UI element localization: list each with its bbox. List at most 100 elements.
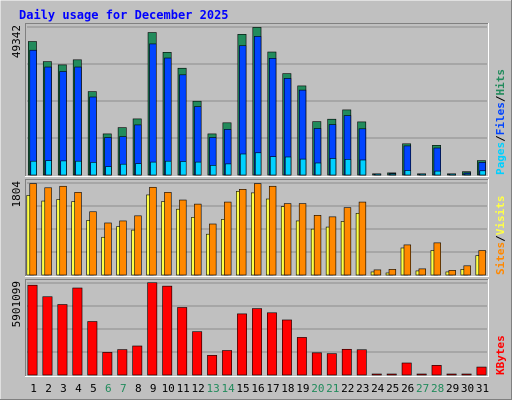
- bar-files-day-3: Files 3: [59, 71, 67, 176]
- day-label-8: 8: [135, 382, 142, 395]
- bar-pages-day-1: Pages 1: [30, 160, 37, 176]
- bar-sites-day-22: Sites 22: [343, 207, 352, 276]
- bar-pages-day-10: Pages 10: [165, 160, 172, 176]
- bar-files-day-9: Files 9: [149, 43, 157, 176]
- bar-sites-day-13: Sites 13: [209, 223, 217, 276]
- day-label-22: 22: [341, 382, 354, 395]
- bar-pages-day-13: Pages 13: [210, 165, 217, 176]
- bar-sites-day-10: Sites 10: [164, 192, 172, 276]
- x-axis-day-labels: 1 2 3 4 5 6 7 8 9 10 11 12 13 14 15 16 17 18 19 20 21 22 23 24 2…: [30, 382, 489, 395]
- bar-sites-day-2: Sites 2: [44, 187, 52, 276]
- bar-pages-day-23: Pages 23: [359, 159, 367, 176]
- bar-sites-day-26: Sites 26: [403, 244, 412, 276]
- bar-kbytes-day-8: KBytes 8: [132, 345, 143, 376]
- bar-files-day-10: Files 10: [164, 57, 172, 176]
- bar-sites-day-19: Sites 19: [298, 203, 307, 276]
- bar-kbytes-day-24: KBytes 24: [371, 373, 382, 376]
- bar-sites-day-31: Sites 31: [478, 250, 486, 276]
- day-label-9: 9: [150, 382, 157, 395]
- legend-files: Files: [494, 102, 507, 135]
- day-label-12: 12: [191, 382, 204, 395]
- legend-visits: Visits: [494, 196, 507, 236]
- bar-sites-day-18: Sites 18: [283, 203, 292, 276]
- bar-pages-day-27: Pages 27: [419, 173, 426, 176]
- bar-sites-day-16: Sites 16: [254, 183, 262, 276]
- bar-kbytes-day-9: KBytes 9: [147, 282, 158, 376]
- day-label-17: 17: [266, 382, 279, 395]
- day-label-6: 6: [105, 382, 112, 395]
- y-max-label-hits-files-pages: 49342: [10, 25, 23, 58]
- day-label-5: 5: [90, 382, 97, 395]
- legend-separator: /: [494, 235, 507, 242]
- day-label-26: 26: [401, 382, 414, 395]
- bar-kbytes-day-29: KBytes 29: [446, 373, 457, 376]
- day-label-24: 24: [371, 382, 385, 395]
- day-label-14: 14: [221, 382, 235, 395]
- bar-pages-day-20: Pages 20: [314, 162, 322, 176]
- day-label-23: 23: [356, 382, 369, 395]
- bar-pages-day-14: Pages 14: [225, 163, 232, 176]
- legend-separator: /: [494, 135, 507, 142]
- bar-sites-day-23: Sites 23: [358, 201, 367, 276]
- bar-pages-day-11: Pages 11: [180, 161, 187, 176]
- bar-pages-day-15: Pages 15: [240, 153, 247, 176]
- bar-sites-day-21: Sites 21: [328, 216, 337, 276]
- bar-pages-day-18: Pages 18: [284, 156, 292, 176]
- bar-kbytes-day-3: KBytes 3: [57, 304, 68, 376]
- y-max-label-visits-sites: 1804: [10, 181, 23, 208]
- day-label-10: 10: [162, 382, 175, 395]
- bar-sites-day-25: Sites 25: [388, 269, 397, 276]
- day-label-21: 21: [326, 382, 339, 395]
- bar-kbytes-day-13: KBytes 13: [207, 355, 218, 376]
- bar-kbytes-day-30: KBytes 30: [461, 373, 472, 376]
- bar-kbytes-day-26: KBytes 26: [401, 362, 412, 376]
- bar-kbytes-day-19: KBytes 19: [296, 337, 307, 376]
- legend-kbytes: KBytes: [494, 335, 507, 375]
- legend-separator: /: [494, 95, 507, 102]
- chart-title: Daily usage for December 2025: [19, 8, 229, 22]
- bar-sites-day-24: Sites 24: [373, 269, 382, 276]
- bar-pages-day-31: Pages 31: [479, 170, 486, 176]
- bar-pages-day-8: Pages 8: [135, 163, 142, 176]
- legend-sites: Sites: [494, 242, 507, 275]
- bar-sites-day-11: Sites 11: [179, 199, 187, 276]
- y-max-label-kbytes: 5901099: [10, 281, 23, 327]
- legend-pages: Pages: [494, 142, 507, 175]
- bar-pages-day-4: Pages 4: [75, 160, 82, 176]
- day-label-4: 4: [75, 382, 82, 395]
- bar-pages-day-5: Pages 5: [90, 162, 97, 176]
- bar-kbytes-day-15: KBytes 15: [237, 313, 247, 376]
- bar-pages-day-7: Pages 7: [120, 163, 127, 176]
- legend-hits: Hits: [494, 69, 507, 96]
- bar-pages-day-24: Pages 24: [374, 173, 382, 176]
- bar-kbytes-day-18: KBytes 18: [281, 319, 292, 376]
- bar-kbytes-day-17: KBytes 17: [267, 312, 277, 376]
- day-label-20: 20: [311, 382, 324, 395]
- legend-hits-files-pages: Pages/Files/Hits: [494, 69, 507, 175]
- bar-sites-day-1: Sites 1: [29, 183, 37, 276]
- bar-files-day-1: Files 1: [29, 49, 37, 176]
- legend-visits-sites: Sites/Visits: [494, 196, 507, 276]
- bar-sites-day-14: Sites 14: [224, 201, 232, 276]
- bar-pages-day-3: Pages 3: [60, 160, 67, 176]
- bar-sites-day-30: Sites 30: [463, 265, 471, 276]
- bar-kbytes-day-16: KBytes 16: [252, 308, 262, 376]
- day-label-30: 30: [461, 382, 474, 395]
- day-label-16: 16: [251, 382, 264, 395]
- bar-sites-day-6: Sites 6: [104, 222, 112, 276]
- bar-kbytes-day-2: KBytes 2: [42, 296, 53, 376]
- bar-kbytes-day-5: KBytes 5: [87, 321, 98, 376]
- day-label-1: 1: [30, 382, 37, 395]
- day-label-29: 29: [446, 382, 459, 395]
- day-label-3: 3: [60, 382, 67, 395]
- day-label-11: 11: [177, 382, 190, 395]
- day-label-18: 18: [281, 382, 294, 395]
- day-label-19: 19: [296, 382, 309, 395]
- bar-kbytes-day-7: KBytes 7: [117, 349, 128, 376]
- bar-sites-day-12: Sites 12: [194, 203, 202, 276]
- bar-sites-day-7: Sites 7: [119, 220, 127, 276]
- bar-pages-day-17: Pages 17: [269, 156, 277, 176]
- day-label-31: 31: [476, 382, 489, 395]
- day-label-25: 25: [386, 382, 399, 395]
